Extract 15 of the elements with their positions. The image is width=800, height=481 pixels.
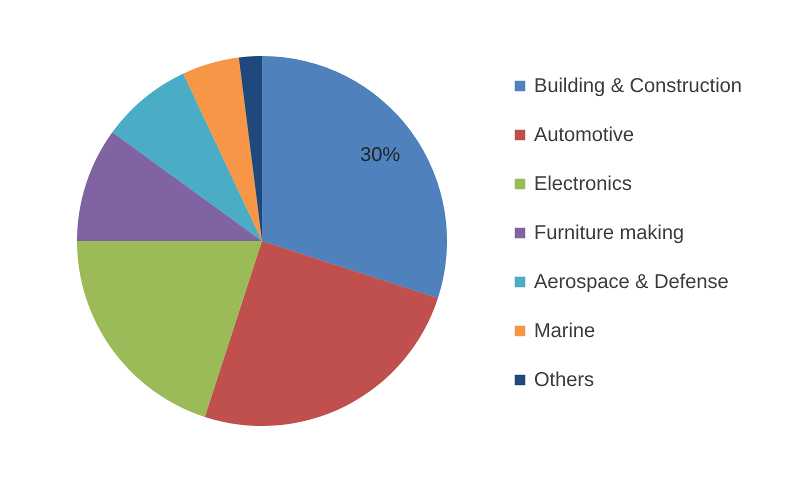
legend-label: Furniture making [534,222,684,244]
pie-slice [262,56,447,298]
legend-label: Electronics [534,173,632,195]
pie-slice [183,57,262,241]
legend-label: Marine [534,320,596,342]
legend-label: Building & Construction [534,75,742,97]
pie-slice [77,241,262,417]
pie-slice [77,132,262,241]
pie-slice [204,241,438,426]
legend-label: Automotive [534,124,634,146]
pie-slice [238,56,262,241]
pie-slice [112,74,262,241]
data-label: 30% [360,144,400,166]
legend-label: Others [534,369,594,391]
legend-label: Aerospace & Defense [534,271,729,293]
